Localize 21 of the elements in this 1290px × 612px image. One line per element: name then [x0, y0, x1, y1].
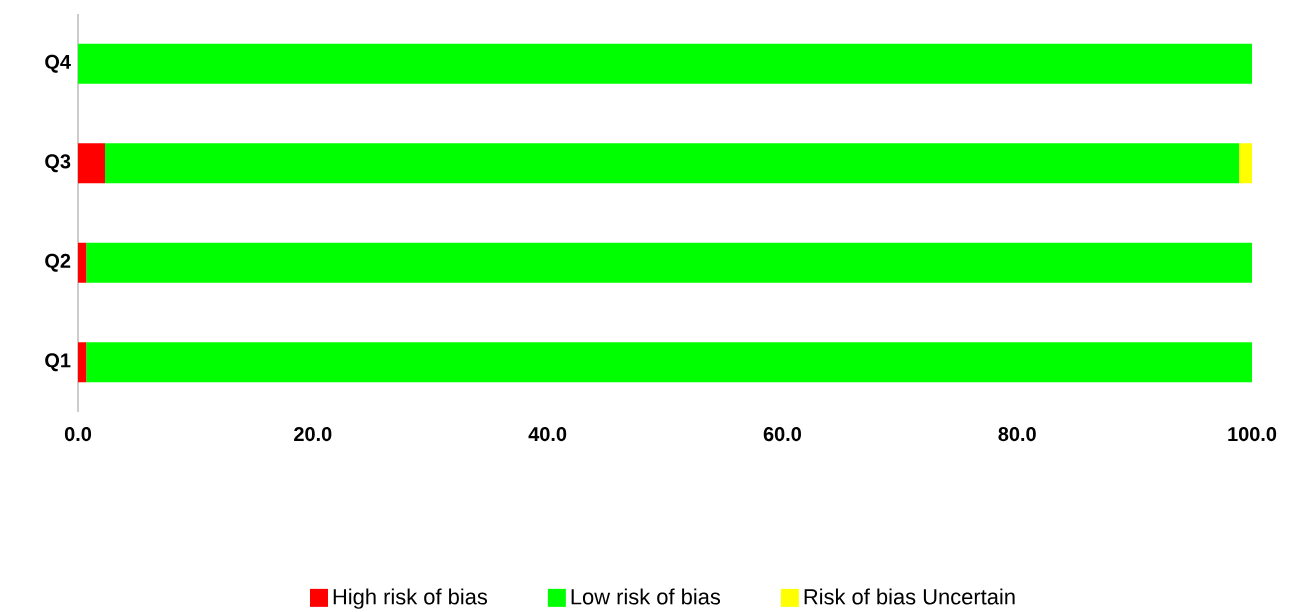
- x-tick-label: 0.0: [64, 427, 92, 442]
- x-tick-label: 80.0: [998, 427, 1036, 442]
- y-tick-label: Q4: [45, 54, 71, 73]
- y-tick-label: Q3: [45, 154, 71, 173]
- bar: [78, 342, 87, 383]
- bar: [78, 242, 87, 283]
- bar: [105, 143, 1240, 184]
- bar: [86, 242, 1253, 283]
- x-tick-label: 40.0: [528, 427, 567, 442]
- bar: [78, 143, 105, 184]
- legend-label: Low risk of bias: [571, 588, 721, 605]
- legend-label: Risk of bias Uncertain: [804, 588, 1015, 605]
- y-tick-label: Q2: [45, 253, 71, 272]
- bar: [78, 43, 1253, 84]
- bar: [86, 342, 1253, 383]
- x-tick-label: 100.0: [1228, 427, 1277, 442]
- legend-label: High risk of bias: [333, 588, 488, 609]
- x-tick-label: 20.0: [294, 427, 332, 442]
- bar: [1239, 143, 1253, 184]
- x-tick-label: 60.0: [763, 427, 801, 442]
- y-tick-label: Q1: [45, 353, 71, 372]
